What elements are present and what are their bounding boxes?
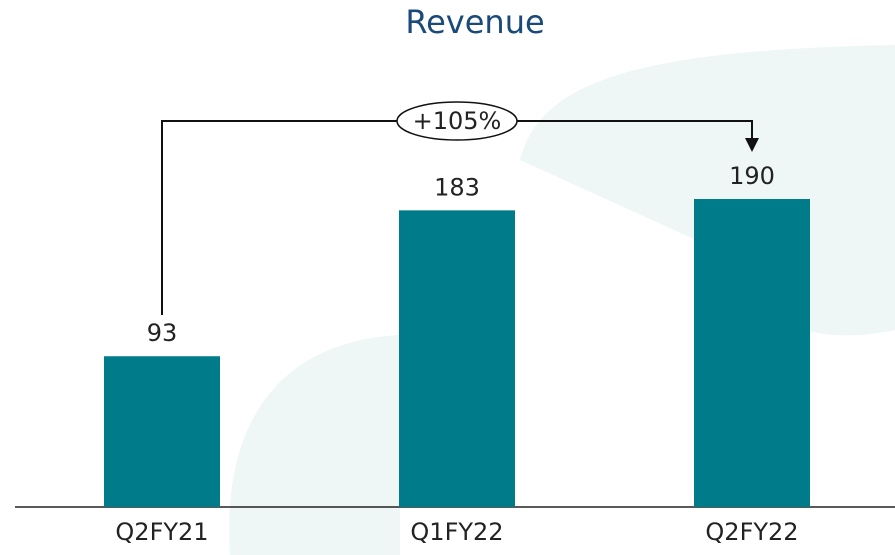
data-label: 93 [147, 319, 178, 347]
chart-title: Revenue [405, 3, 544, 41]
bar [104, 356, 220, 507]
data-label: 190 [729, 162, 775, 190]
x-tick-label: Q2FY22 [705, 518, 798, 546]
annotation-bracket [161, 120, 753, 315]
bar [694, 199, 810, 507]
x-tick-label: Q1FY22 [410, 518, 503, 546]
annotation: +105% [413, 107, 502, 135]
annotation-bubble [396, 101, 518, 141]
background-shape [229, 335, 400, 555]
x-tick-label: Q2FY21 [115, 518, 208, 546]
data-label: 183 [434, 173, 480, 201]
annotation-arrow [745, 138, 759, 152]
bar [399, 210, 515, 508]
